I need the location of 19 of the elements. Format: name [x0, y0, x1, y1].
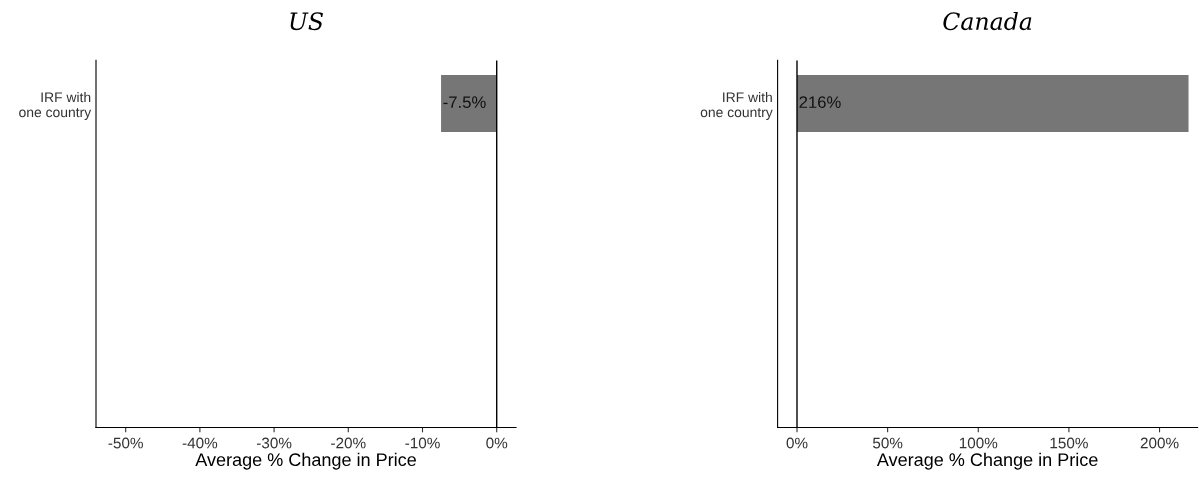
data-label: 216% — [799, 96, 841, 109]
x-tick-label: 0% — [786, 437, 808, 449]
y-tick-label: IRF with one country — [19, 92, 92, 120]
x-tick-label: 100% — [959, 437, 998, 449]
x-tick-label: -10% — [405, 437, 440, 449]
data-label: -7.5% — [443, 96, 486, 109]
x-tick-label: -30% — [256, 437, 292, 449]
x-axis-title: Average % Change in Price — [876, 452, 1098, 470]
x-tick-label: 50% — [872, 437, 903, 449]
chart-title: US — [290, 12, 323, 31]
y-tick-label: IRF with one country — [700, 92, 773, 120]
x-tick-label: 150% — [1050, 437, 1088, 449]
x-axis-title: Average % Change in Price — [195, 452, 416, 470]
chart-title: Canada — [943, 11, 1032, 31]
x-tick-label: -50% — [108, 437, 143, 449]
x-tick-label: -40% — [182, 437, 218, 449]
x-tick-label: 0% — [486, 437, 508, 449]
x-tick-label: 200% — [1140, 437, 1179, 449]
x-tick-label: -20% — [331, 437, 366, 449]
